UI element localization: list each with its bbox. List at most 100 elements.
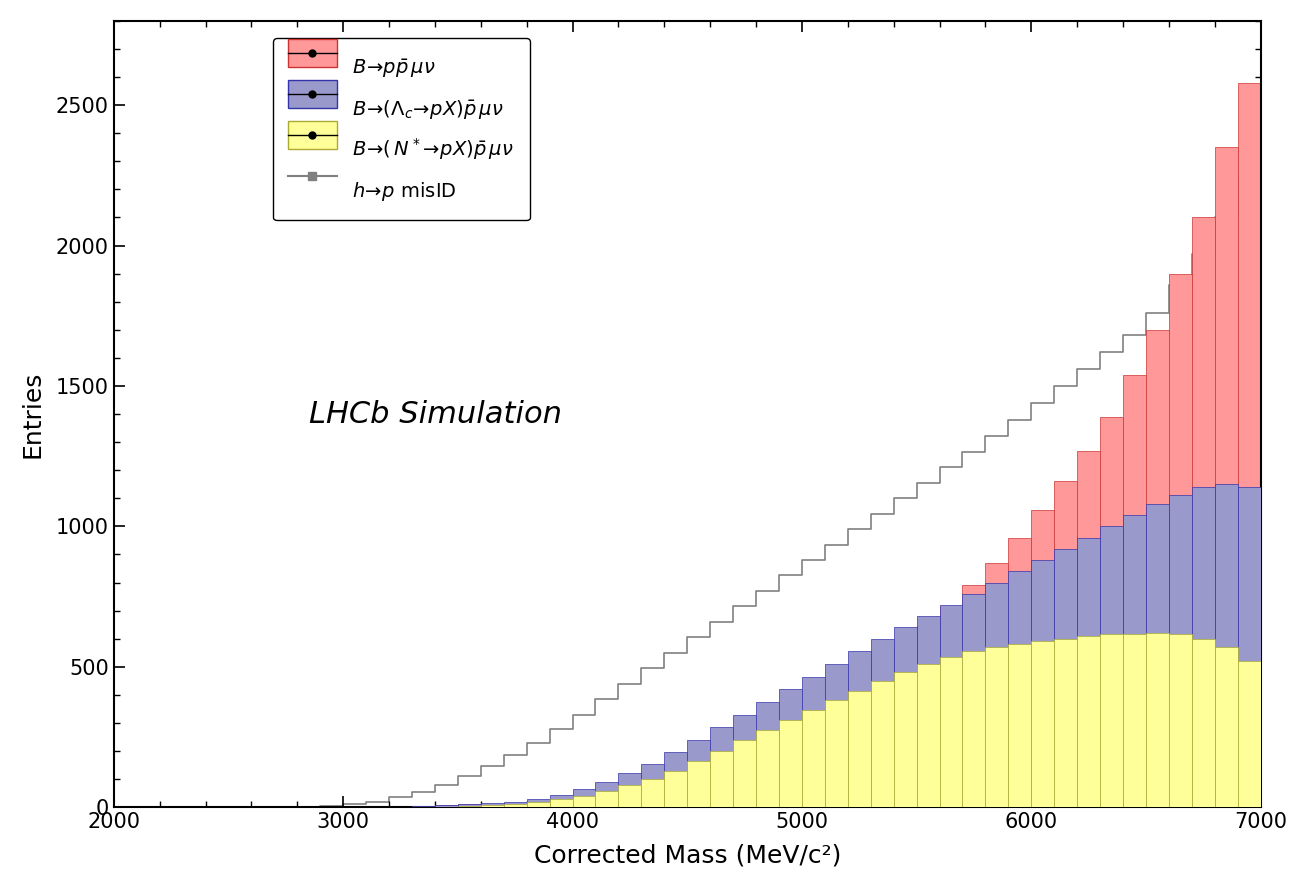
Bar xyxy=(1237,662,1261,807)
Bar xyxy=(687,771,710,807)
Bar xyxy=(780,689,802,807)
Bar xyxy=(549,799,573,807)
Bar xyxy=(527,799,549,807)
Bar xyxy=(573,799,595,807)
Bar xyxy=(595,791,619,807)
Bar xyxy=(1146,633,1169,807)
Bar xyxy=(802,713,825,807)
Bar xyxy=(780,720,802,807)
Bar xyxy=(939,605,963,807)
Bar xyxy=(732,740,756,807)
Bar xyxy=(527,802,549,807)
Bar xyxy=(871,638,893,807)
Bar xyxy=(848,681,871,807)
X-axis label: Corrected Mass (MeV/c²): Corrected Mass (MeV/c²) xyxy=(534,844,841,868)
Bar xyxy=(1031,510,1054,807)
Bar xyxy=(687,761,710,807)
Bar xyxy=(710,751,732,807)
Bar xyxy=(1192,218,1215,807)
Bar xyxy=(1054,638,1078,807)
Bar xyxy=(527,802,549,807)
Bar xyxy=(825,664,848,807)
Bar xyxy=(893,672,917,807)
Bar xyxy=(1215,147,1237,807)
Bar xyxy=(1078,537,1100,807)
Bar xyxy=(504,803,527,807)
Bar xyxy=(756,702,780,807)
Bar xyxy=(458,805,481,807)
Bar xyxy=(848,651,871,807)
Bar xyxy=(1031,641,1054,807)
Bar xyxy=(1078,636,1100,807)
Bar xyxy=(1100,416,1124,807)
Bar xyxy=(458,805,481,807)
Bar xyxy=(595,796,619,807)
Bar xyxy=(549,800,573,807)
Bar xyxy=(573,796,595,807)
Y-axis label: Entries: Entries xyxy=(21,370,44,457)
Bar xyxy=(1054,481,1078,807)
Bar xyxy=(481,804,504,807)
Bar xyxy=(1100,634,1124,807)
Bar xyxy=(871,664,893,807)
Bar xyxy=(985,583,1008,807)
Bar xyxy=(664,771,687,807)
Bar xyxy=(1215,484,1237,807)
Bar xyxy=(710,761,732,807)
Bar xyxy=(619,792,641,807)
Bar xyxy=(1215,647,1237,807)
Bar xyxy=(732,751,756,807)
Bar xyxy=(732,715,756,807)
Bar xyxy=(481,803,504,807)
Bar xyxy=(710,727,732,807)
Bar xyxy=(1169,496,1192,807)
Bar xyxy=(802,677,825,807)
Bar xyxy=(412,805,436,807)
Bar xyxy=(917,664,939,807)
Bar xyxy=(985,647,1008,807)
Bar xyxy=(1146,503,1169,807)
Bar xyxy=(802,710,825,807)
Bar xyxy=(756,730,780,807)
Bar xyxy=(436,805,458,807)
Bar xyxy=(1054,549,1078,807)
Bar xyxy=(848,691,871,807)
Bar xyxy=(917,616,939,807)
Bar xyxy=(1031,560,1054,807)
Bar xyxy=(1124,375,1146,807)
Bar xyxy=(1008,645,1031,807)
Bar xyxy=(1100,527,1124,807)
Bar xyxy=(504,802,527,807)
Bar xyxy=(619,773,641,807)
Bar xyxy=(963,651,985,807)
Bar xyxy=(893,628,917,807)
Bar xyxy=(939,657,963,807)
Bar xyxy=(1008,571,1031,807)
Bar xyxy=(436,805,458,807)
Bar xyxy=(985,563,1008,807)
Bar xyxy=(595,782,619,807)
Text: LHCb Simulation: LHCb Simulation xyxy=(309,400,561,429)
Bar xyxy=(825,701,848,807)
Bar xyxy=(1192,487,1215,807)
Bar xyxy=(619,785,641,807)
Bar xyxy=(641,786,664,807)
Bar xyxy=(1008,537,1031,807)
Bar xyxy=(1124,634,1146,807)
Bar xyxy=(963,594,985,807)
Bar xyxy=(641,764,664,807)
Bar xyxy=(1169,274,1192,807)
Bar xyxy=(549,795,573,807)
Bar xyxy=(504,804,527,807)
Bar xyxy=(458,805,481,807)
Bar xyxy=(756,740,780,807)
Bar xyxy=(687,740,710,807)
Bar xyxy=(1237,83,1261,807)
Bar xyxy=(664,752,687,807)
Bar xyxy=(871,681,893,807)
Bar xyxy=(917,626,939,807)
Bar xyxy=(893,646,917,807)
Bar xyxy=(412,805,436,807)
Bar xyxy=(641,779,664,807)
Bar xyxy=(481,805,504,807)
